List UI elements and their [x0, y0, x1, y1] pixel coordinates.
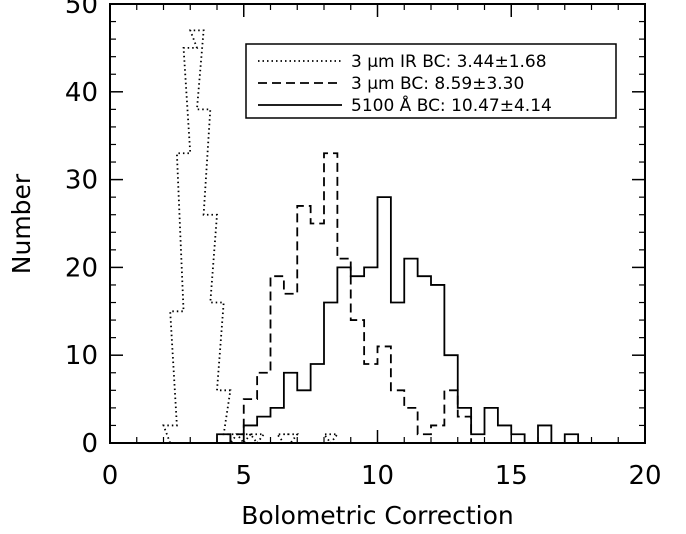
legend-label-3um-ir: 3 μm IR BC: 3.44±1.68 [351, 52, 547, 72]
legend-label-3um: 3 μm BC: 8.59±3.30 [351, 74, 524, 94]
histogram-series-solid [216, 196, 592, 444]
y-tick-label: 50 [65, 0, 98, 20]
y-tick-label: 30 [65, 166, 98, 196]
x-tick-label: 5 [235, 461, 252, 491]
x-tick-label: 10 [361, 461, 394, 491]
plot-frame [109, 3, 646, 444]
legend: 3 μm IR BC: 3.44±1.68 3 μm BC: 8.59±3.30… [245, 43, 617, 119]
series-layer [156, 29, 592, 444]
legend-label-5100: 5100 Å BC: 10.47±4.14 [351, 94, 552, 116]
y-tick-label: 40 [65, 78, 98, 108]
x-axis-title: Bolometric Correction [241, 501, 513, 530]
y-tick-label: 10 [65, 341, 98, 371]
histogram-series-dashed [217, 152, 498, 444]
y-tick-label: 20 [65, 253, 98, 283]
x-tick-label: 20 [628, 461, 661, 491]
x-tick-label: 0 [102, 461, 119, 491]
y-axis-title: Number [7, 173, 36, 274]
x-tick-label: 15 [495, 461, 528, 491]
y-tick-label: 0 [81, 429, 98, 459]
